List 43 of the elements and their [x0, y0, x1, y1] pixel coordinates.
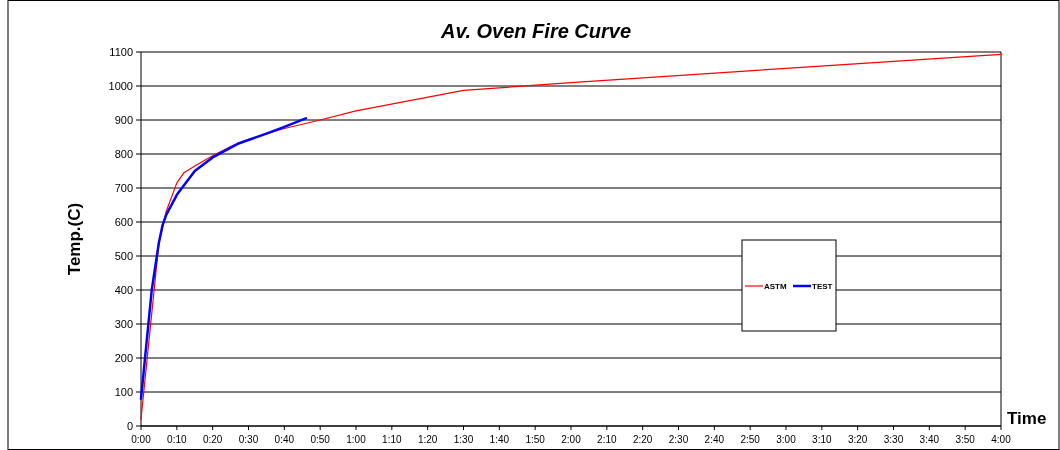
x-tick-label: 2:50	[740, 434, 761, 445]
x-tick-label: 3:40	[919, 434, 940, 445]
y-tick-label: 300	[114, 318, 133, 330]
x-tick-label: 0:10	[167, 434, 188, 445]
x-axis-title: Time	[1007, 409, 1047, 428]
y-tick-label: 500	[114, 250, 133, 262]
x-tick-label: 1:20	[417, 434, 438, 445]
legend-label: TEST	[812, 282, 833, 291]
x-tick-label: 1:50	[525, 434, 546, 445]
x-tick-label: 4:00	[991, 434, 1012, 445]
y-tick-label: 800	[114, 148, 133, 160]
x-tick-label: 2:10	[597, 434, 618, 445]
x-tick-label: 2:40	[704, 434, 725, 445]
x-tick-label: 0:40	[274, 434, 295, 445]
x-tick-label: 3:10	[812, 434, 833, 445]
x-tick-label: 2:30	[668, 434, 689, 445]
y-tick-label: 900	[114, 114, 133, 126]
y-axis-title: Temp.(C)	[65, 202, 84, 276]
x-tick-label: 3:30	[883, 434, 904, 445]
chart-title: Av. Oven Fire Curve	[439, 20, 632, 42]
x-tick-label: 0:00	[131, 434, 152, 445]
x-tick-label: 0:30	[238, 434, 259, 445]
x-tick-label: 3:50	[955, 434, 976, 445]
y-tick-label: 700	[114, 182, 133, 194]
x-tick-label: 0:20	[202, 434, 223, 445]
y-tick-label: 600	[114, 216, 133, 228]
y-tick-label: 1000	[108, 80, 133, 92]
x-tick-label: 2:00	[561, 434, 582, 445]
x-tick-label: 3:20	[847, 434, 868, 445]
y-tick-label: 1100	[109, 46, 133, 58]
x-tick-label: 1:40	[489, 434, 510, 445]
legend-label: ASTM	[764, 282, 787, 291]
x-tick-label: 1:30	[453, 434, 474, 445]
x-tick-label: 2:20	[632, 434, 653, 445]
y-tick-label: 100	[114, 386, 133, 398]
x-tick-label: 1:10	[382, 434, 403, 445]
y-tick-label: 0	[126, 420, 133, 432]
x-tick-label: 0:50	[310, 434, 331, 445]
line-series	[139, 117, 308, 401]
x-tick-label: 1:00	[346, 434, 367, 445]
y-tick-label: 400	[114, 284, 133, 296]
x-tick-label: 3:00	[776, 434, 797, 445]
y-tick-label: 200	[114, 352, 133, 364]
